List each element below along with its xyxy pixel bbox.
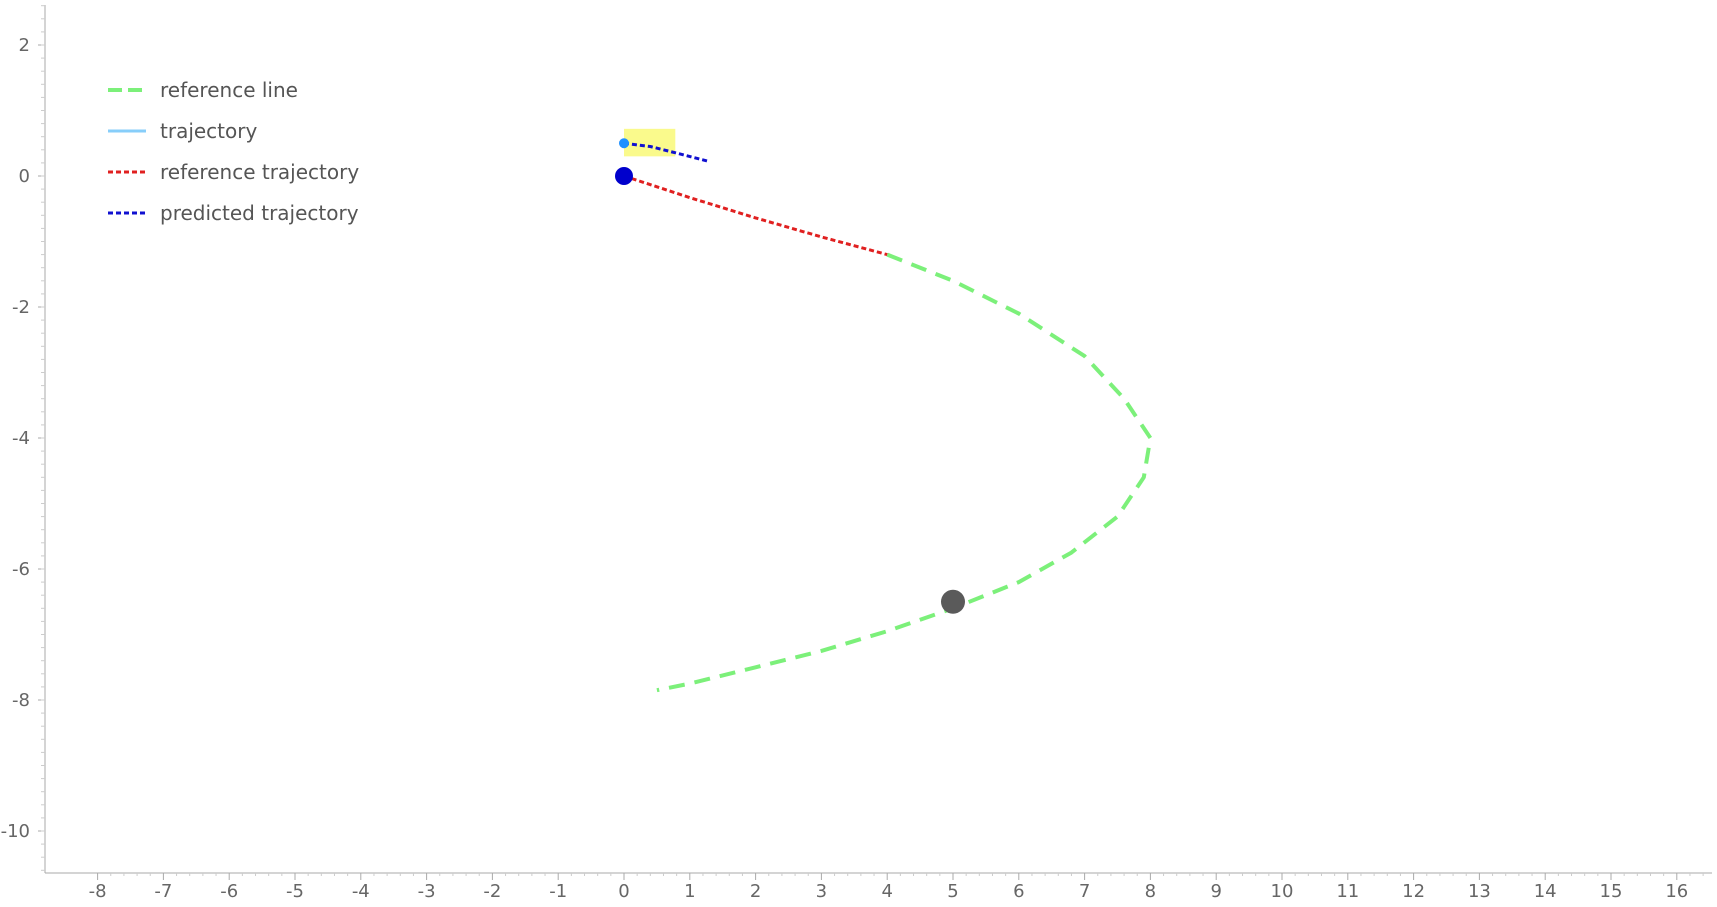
x-tick-label: 4 (881, 881, 892, 902)
x-tick-label: 0 (618, 881, 629, 902)
y-tick-label: -2 (12, 297, 30, 318)
legend-label: reference line (160, 78, 298, 102)
x-tick-label: 6 (1013, 881, 1024, 902)
x-tick-label: 10 (1271, 881, 1294, 902)
y-tick-label: -4 (12, 428, 30, 449)
legend-label: reference trajectory (160, 160, 359, 184)
legend-label: predicted trajectory (160, 201, 359, 225)
x-tick-label: 15 (1600, 881, 1623, 902)
x-tick-label: -6 (220, 881, 238, 902)
marker-predicted-start (619, 138, 629, 149)
x-tick-label: 2 (750, 881, 761, 902)
x-tick-label: 11 (1336, 881, 1359, 902)
series-line-reference-trajectory (623, 174, 888, 257)
y-tick-label: 2 (19, 35, 30, 56)
y-tick-label: 0 (19, 166, 30, 187)
y-tick-label: -8 (12, 690, 30, 711)
x-tick-label: -5 (286, 881, 304, 902)
x-tick-label: 16 (1665, 881, 1688, 902)
x-tick-label: -4 (352, 881, 370, 902)
x-tick-label: 3 (816, 881, 827, 902)
x-tick-label: 8 (1145, 881, 1156, 902)
x-tick-label: -1 (549, 881, 567, 902)
x-tick-label: 12 (1402, 881, 1425, 902)
marker-start-point (615, 167, 633, 185)
marker-obstacle (941, 589, 965, 614)
y-tick-label: -6 (12, 559, 30, 580)
legend-label: trajectory (160, 119, 257, 143)
x-tick-label: -7 (154, 881, 172, 902)
x-tick-label: -2 (483, 881, 501, 902)
x-tick-label: 1 (684, 881, 695, 902)
x-tick-label: 7 (1079, 881, 1090, 902)
x-tick-label: 13 (1468, 881, 1491, 902)
y-ticks: 2 0 -2 -4 -6 -8 -10 (1, 5, 45, 871)
x-tick-label: -8 (89, 881, 107, 902)
x-tick-label: 14 (1534, 881, 1557, 902)
legend: reference line trajectory reference trajec… (108, 78, 359, 225)
x-ticks: -8 -7 -6 -5 -4 -3 -2 -1 0 1 2 3 4 5 6 7 8 9 10 11 12 13 14 15 16 (89, 873, 1704, 902)
x-tick-label: 9 (1210, 881, 1221, 902)
x-tick-label: 5 (947, 881, 958, 902)
series-line-reference-line (656, 252, 1153, 693)
series-line-predicted-trajectory (623, 141, 710, 164)
axes: -8 -7 -6 -5 -4 -3 -2 -1 0 1 2 3 4 5 6 7 8 9 10 11 12 13 14 15 16… (1, 5, 1712, 902)
y-tick-label: -10 (1, 821, 30, 842)
plot-area (615, 128, 1153, 693)
x-tick-label: -3 (418, 881, 436, 902)
